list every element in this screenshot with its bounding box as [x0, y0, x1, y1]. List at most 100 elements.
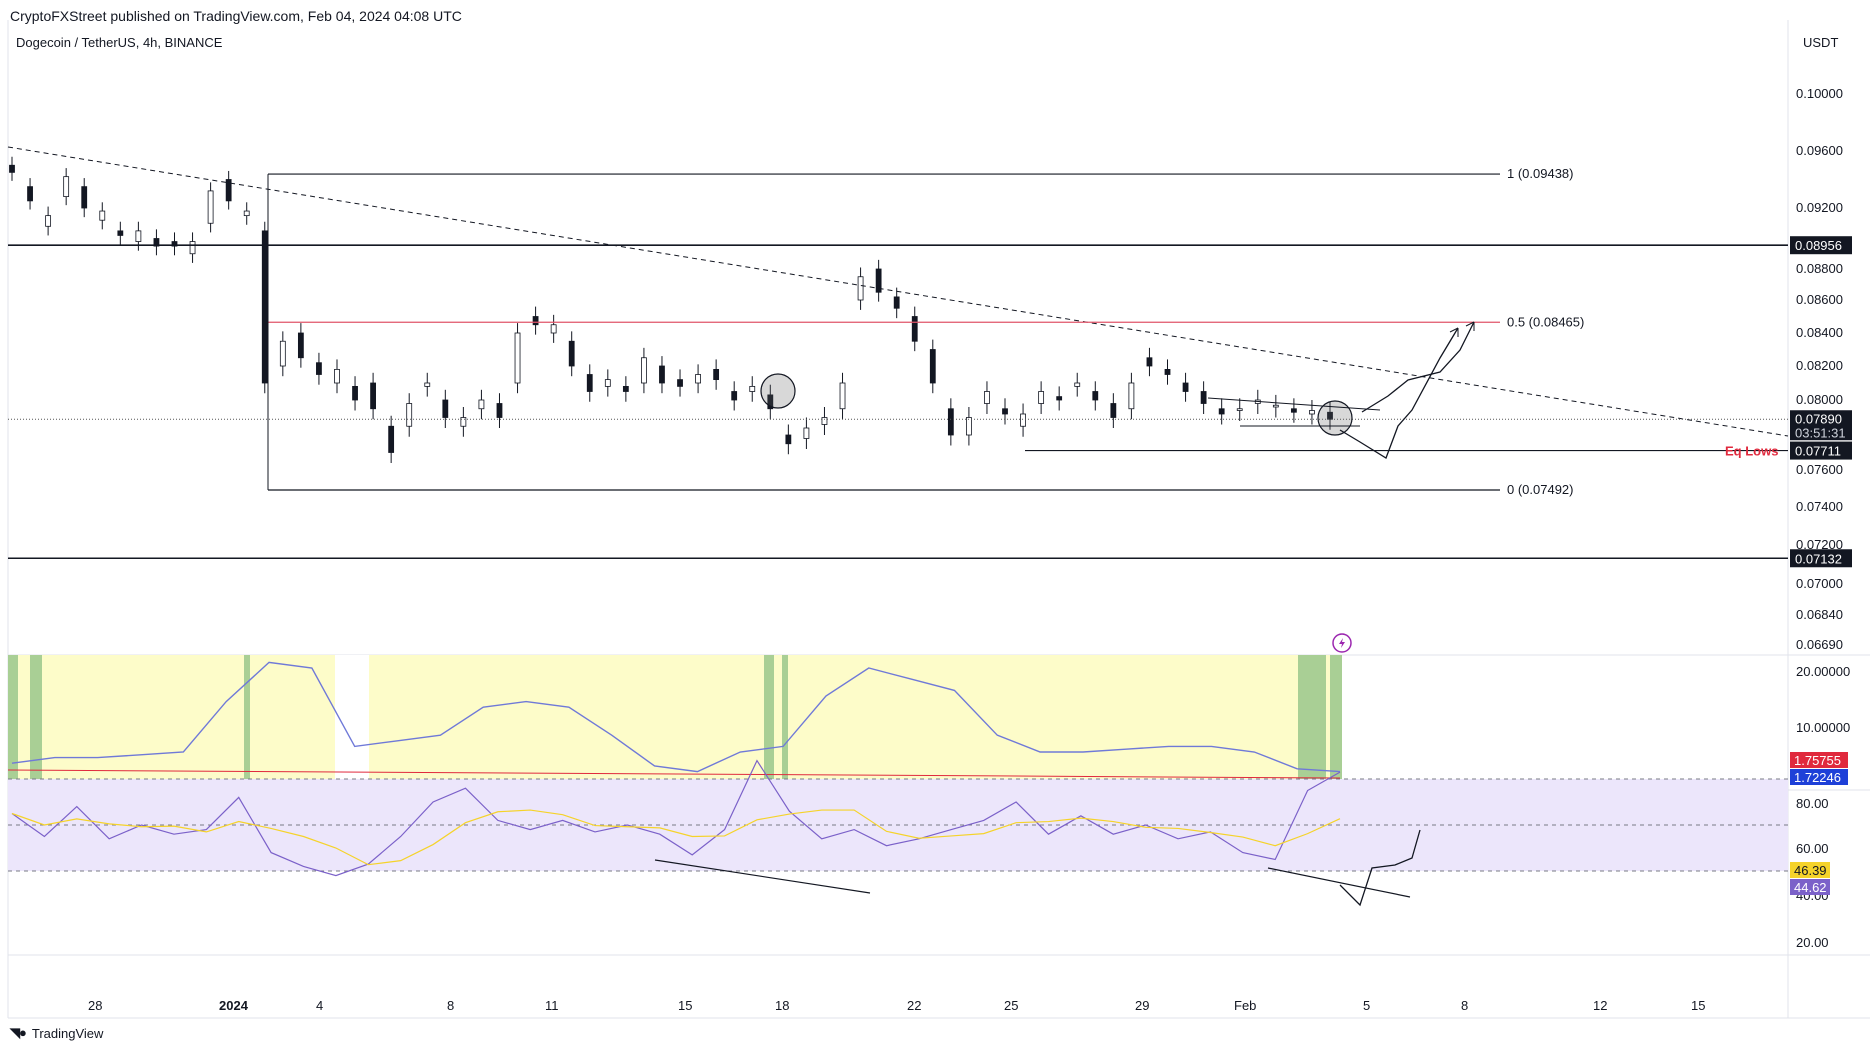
candle-body: [677, 379, 683, 387]
brand-name: TradingView: [31, 1025, 104, 1041]
candle-body: [532, 316, 539, 326]
candle-body: [81, 186, 88, 209]
candle-body: [821, 417, 828, 425]
eq-lows-label: Eq Lows: [1725, 444, 1778, 459]
candle-body: [261, 230, 268, 384]
price-tick-label: 0.08200: [1796, 358, 1843, 373]
candle-body: [911, 316, 918, 342]
adx-panel: 20.00000 10.00000 1.75755 1.72246: [7, 655, 1850, 790]
adx-value-tag-box: [1790, 752, 1848, 768]
candle-body: [478, 399, 485, 410]
candle-body: [1056, 396, 1063, 401]
price-tick-label: 0.07600: [1796, 462, 1843, 477]
adx-tick-label: 20.00000: [1796, 664, 1850, 679]
candle-body: [1110, 403, 1117, 418]
candle-body: [9, 164, 15, 173]
fib-level-label: 0 (0.07492): [1507, 482, 1574, 497]
candle-body: [767, 394, 774, 410]
lightning-icon[interactable]: [1332, 633, 1352, 653]
price-tag-label: 0.07132: [1795, 551, 1842, 566]
countdown-label: 03:51:31: [1795, 425, 1846, 440]
adx-threshold-line: [7, 769, 1341, 779]
time-tick-label: 5: [1363, 998, 1370, 1013]
time-tick-label: 11: [545, 998, 559, 1013]
rsi-value-tag-box: [1790, 862, 1830, 878]
time-tick-label: 4: [316, 998, 323, 1013]
price-tick-label: 0.06840: [1796, 607, 1843, 622]
publisher-header: CryptoFXStreet published on TradingView.…: [10, 8, 462, 24]
price-tag-label: 0.08956: [1795, 238, 1842, 253]
adx-band: [764, 655, 774, 790]
candle-body: [749, 385, 756, 392]
arrow-head: [1449, 327, 1459, 337]
candle-body: [334, 368, 340, 384]
adx-value-tag: 1.75755: [1794, 753, 1841, 768]
wedge-line: [1207, 397, 1381, 411]
price-tick-label: 0.08600: [1796, 292, 1843, 307]
rsi-divergence-line: [1267, 867, 1411, 898]
rsi-value-tag-box: [1790, 879, 1830, 895]
candle-body: [45, 215, 52, 227]
candle-body: [586, 374, 593, 392]
candle-body: [496, 403, 503, 418]
adx-value-tag: 1.72246: [1794, 770, 1841, 785]
adx-band: [1298, 655, 1326, 790]
adx-tick-label: 10.00000: [1796, 720, 1850, 735]
time-tick-label: 28: [88, 998, 102, 1013]
time-tick-label: 12: [1593, 998, 1607, 1013]
time-tick-label: 15: [1691, 998, 1705, 1013]
candle-body: [1038, 391, 1045, 404]
adx-band: [335, 655, 369, 790]
arrow-head: [1465, 321, 1475, 331]
rsi-projection: [1339, 829, 1421, 907]
time-axis: 28 2024 4 8 11 15 18 22 25 29 Feb 5 8 12 15: [88, 998, 1705, 1013]
candle-body: [1290, 408, 1297, 413]
candle-body: [316, 362, 322, 375]
adx-value-tag-box: [1790, 769, 1848, 785]
time-tick-label: 15: [678, 998, 692, 1013]
price-tick-label: 0.07400: [1796, 499, 1843, 514]
price-tick-label: 0.07000: [1796, 576, 1843, 591]
candle-body: [875, 268, 882, 293]
time-tick-label: 22: [907, 998, 921, 1013]
adx-band: [8, 655, 18, 790]
candle-body: [117, 230, 124, 236]
candle-body: [1092, 391, 1099, 401]
candle-body: [803, 427, 810, 439]
brand-footer: ◥● TradingView: [10, 1025, 103, 1041]
trendline: [7, 146, 1789, 437]
candle-body: [1164, 368, 1171, 375]
candle-series: [9, 156, 1333, 463]
adx-background: [8, 655, 1340, 790]
candle-body: [1074, 382, 1081, 387]
adx-band: [244, 655, 250, 790]
candle-body: [1020, 413, 1026, 427]
candle-body: [893, 296, 900, 309]
candle-body: [1002, 408, 1008, 415]
candle-body: [966, 417, 972, 436]
candle-body: [460, 417, 467, 427]
rsi-tick-label: 60.00: [1796, 841, 1829, 856]
price-tick-label: 0.07200: [1796, 537, 1843, 552]
highlight-circle: [760, 373, 796, 409]
time-tick-label: 2024: [219, 998, 249, 1013]
candle-body: [225, 179, 232, 202]
projection-path: [1339, 327, 1459, 459]
projection-path: [1361, 321, 1475, 413]
candle-body: [1236, 408, 1243, 411]
current-price-box: [1790, 410, 1852, 441]
eq-lows-tag-box: [1790, 441, 1852, 460]
price-tick-label: 0.08000: [1796, 392, 1843, 407]
price-tick-label: 0.06690: [1796, 637, 1843, 652]
price-tick-label: 0.09600: [1796, 143, 1843, 158]
candle-body: [279, 340, 286, 367]
candle-body: [189, 241, 196, 255]
price-tag-box: [1790, 236, 1852, 255]
candle-body: [406, 403, 413, 427]
candle-body: [622, 385, 629, 392]
rsi-tick-label: 80.00: [1796, 796, 1829, 811]
candle-body: [352, 385, 358, 401]
symbol-title: Dogecoin / TetherUS, 4h, BINANCE: [16, 35, 223, 50]
